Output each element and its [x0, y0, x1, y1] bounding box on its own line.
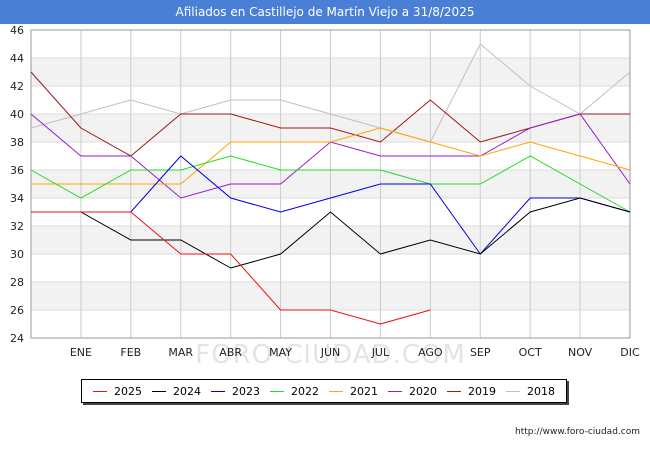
x-tick-label: MAY	[269, 346, 292, 359]
y-tick-label: 40	[10, 108, 24, 121]
series-line-2018	[30, 43, 631, 143]
chart-title: Afiliados en Castillejo de Martín Viejo …	[0, 0, 650, 24]
x-tick-label: OCT	[519, 346, 542, 359]
legend-label: 2020	[409, 384, 437, 398]
legend-swatch	[506, 390, 520, 392]
y-tick-label: 42	[10, 80, 24, 93]
series-line-2021	[31, 127, 631, 185]
legend-swatch	[329, 390, 343, 392]
series-line-2022	[30, 155, 631, 213]
legend-label: 2025	[114, 384, 142, 398]
x-tick-label: AGO	[418, 346, 443, 359]
x-tick-label: FEB	[120, 346, 141, 359]
x-tick-label: NOV	[568, 346, 593, 359]
y-tick-label: 28	[10, 276, 24, 289]
legend-item-2022: 2022	[270, 385, 319, 398]
legend-swatch	[211, 390, 225, 392]
legend-label: 2022	[291, 384, 319, 398]
x-tick-label: DIC	[620, 346, 640, 359]
x-tick-label: SEP	[470, 346, 491, 359]
legend-label: 2023	[232, 384, 260, 398]
x-tick-label: ABR	[219, 346, 242, 359]
y-tick-label: 32	[10, 220, 24, 233]
y-tick-label: 30	[10, 248, 24, 261]
series-line-2024	[31, 197, 631, 269]
legend-item-2024: 2024	[152, 385, 201, 398]
chart-legend: 2025 2024 2023 2022 2021 2020 2019 2018	[81, 379, 567, 403]
x-tick-label: ENE	[70, 346, 92, 359]
y-tick-label: 36	[10, 164, 24, 177]
x-tick-label: MAR	[168, 346, 193, 359]
legend-swatch	[93, 390, 107, 392]
y-tick-label: 24	[10, 332, 24, 345]
legend-item-2019: 2019	[447, 385, 496, 398]
legend-swatch	[270, 390, 284, 392]
legend-swatch	[152, 390, 166, 392]
x-tick-label: JUL	[371, 346, 390, 359]
legend-label: 2019	[468, 384, 496, 398]
legend-label: 2024	[173, 384, 201, 398]
legend-item-2020: 2020	[388, 385, 437, 398]
legend-label: 2021	[350, 384, 378, 398]
y-tick-label: 26	[10, 304, 24, 317]
legend-item-2025: 2025	[93, 385, 142, 398]
y-tick-label: 34	[10, 192, 24, 205]
legend-item-2018: 2018	[506, 385, 555, 398]
legend-item-2023: 2023	[211, 385, 260, 398]
x-tick-label: JUN	[320, 346, 341, 359]
y-tick-label: 44	[10, 52, 24, 65]
watermark: FORO-CIUDAD.COM	[195, 340, 466, 370]
legend-swatch	[388, 390, 402, 392]
legend-label: 2018	[527, 384, 555, 398]
y-tick-label: 46	[10, 24, 24, 37]
legend-swatch	[447, 390, 461, 392]
legend-item-2021: 2021	[329, 385, 378, 398]
y-tick-label: 38	[10, 136, 24, 149]
footer-url: http://www.foro-ciudad.com	[515, 427, 640, 437]
series-line-2025	[31, 211, 431, 325]
